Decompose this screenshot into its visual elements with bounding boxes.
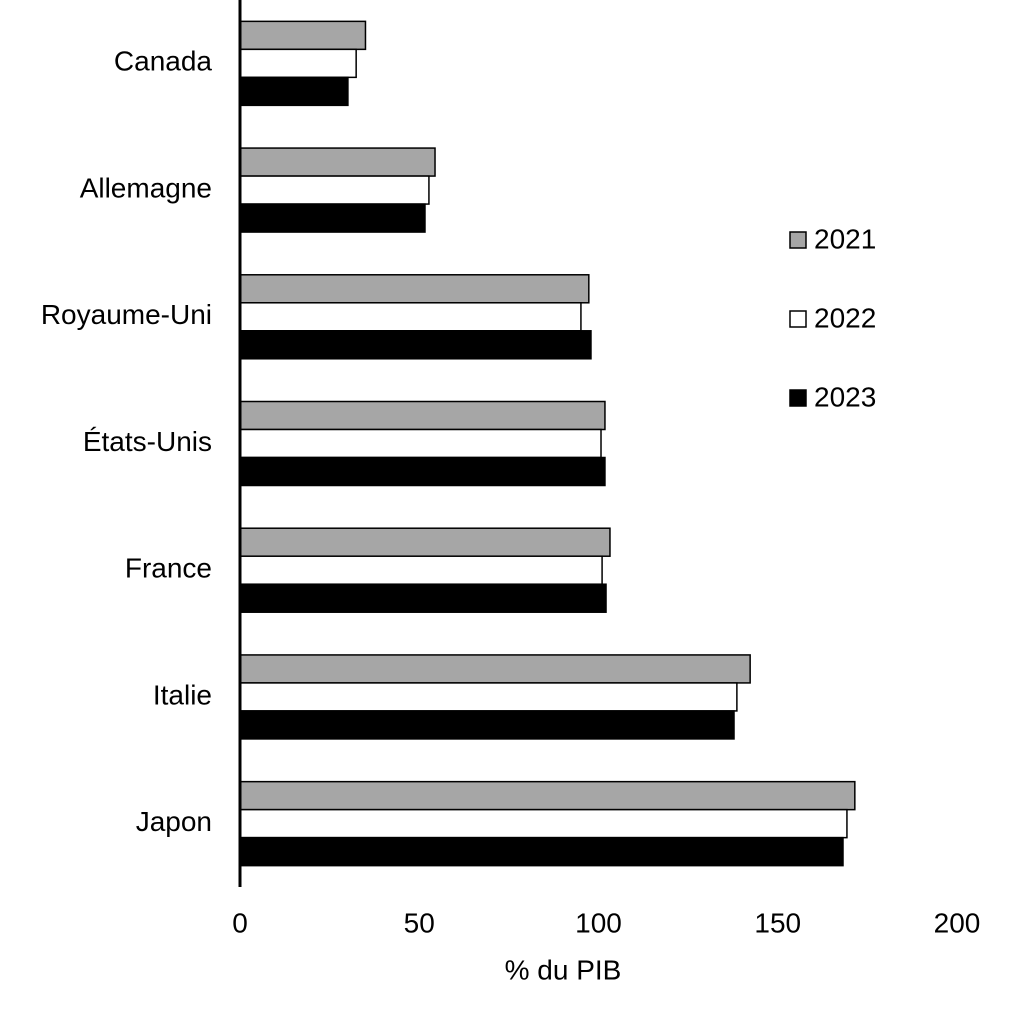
bar <box>239 175 430 205</box>
x-tick-label: 50 <box>404 907 435 938</box>
legend-swatch <box>789 231 807 249</box>
y-tick-label: Japon <box>136 806 212 837</box>
y-tick-label: Royaume-Uni <box>41 299 212 330</box>
legend-label: 2022 <box>814 302 876 333</box>
bar <box>239 583 607 613</box>
bar <box>239 836 844 867</box>
bar <box>239 147 436 177</box>
legend-label: 2023 <box>814 381 876 412</box>
y-tick-label: Italie <box>153 679 212 710</box>
legend-swatch <box>789 389 807 407</box>
bar <box>239 330 592 360</box>
bar <box>239 808 848 839</box>
bar <box>239 400 606 431</box>
x-tick-label: 150 <box>754 907 801 938</box>
bar <box>239 555 603 585</box>
legend-label: 2021 <box>814 223 876 254</box>
bar <box>239 780 856 811</box>
bar <box>239 682 738 712</box>
bar <box>239 302 582 332</box>
bar <box>239 654 751 684</box>
bar <box>239 710 735 740</box>
x-tick-label: 0 <box>232 907 248 938</box>
bar <box>239 76 349 107</box>
bar <box>239 203 426 233</box>
x-axis-label: % du PIB <box>505 954 622 985</box>
y-tick-label: Allemagne <box>80 172 212 203</box>
x-tick-label: 100 <box>575 907 622 938</box>
x-tick-label: 200 <box>934 907 981 938</box>
bar <box>239 527 611 557</box>
legend-swatch <box>789 310 807 328</box>
bar <box>239 274 590 304</box>
y-tick-label: France <box>125 553 212 584</box>
bar <box>239 48 357 79</box>
bar <box>239 20 367 51</box>
bar <box>239 428 602 459</box>
y-tick-label: États-Unis <box>83 426 212 457</box>
y-tick-label: Canada <box>114 46 213 77</box>
bar <box>239 456 606 487</box>
